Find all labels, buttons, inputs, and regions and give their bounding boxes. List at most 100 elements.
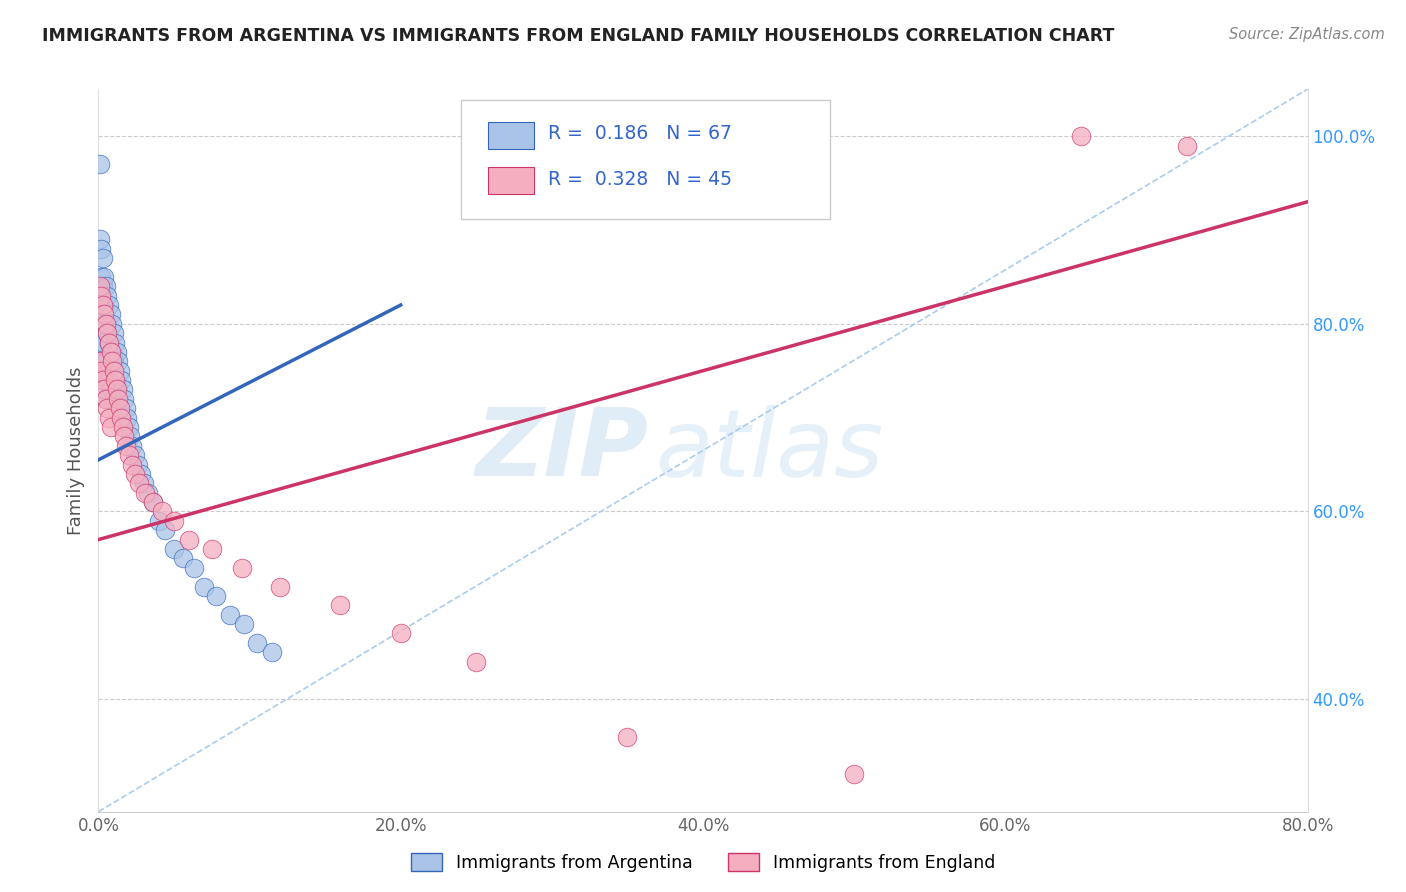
Text: R =  0.186   N = 67: R = 0.186 N = 67 xyxy=(548,125,733,144)
Bar xyxy=(488,167,534,194)
Point xyxy=(89,354,111,368)
Point xyxy=(110,410,132,425)
Text: ZIP: ZIP xyxy=(475,404,648,497)
Point xyxy=(105,383,128,397)
Point xyxy=(118,448,141,462)
Text: Source: ZipAtlas.com: Source: ZipAtlas.com xyxy=(1229,27,1385,42)
Point xyxy=(269,580,291,594)
Point xyxy=(98,298,121,312)
Point xyxy=(94,279,117,293)
Point xyxy=(101,345,124,359)
Point xyxy=(262,645,284,659)
Point xyxy=(172,551,194,566)
Point xyxy=(132,476,155,491)
Point xyxy=(104,373,127,387)
Point xyxy=(96,401,118,416)
Y-axis label: Family Households: Family Households xyxy=(66,367,84,534)
Point xyxy=(96,326,118,341)
Point xyxy=(101,383,124,397)
Point xyxy=(231,560,253,574)
Point xyxy=(93,383,115,397)
Bar xyxy=(488,121,534,149)
Point xyxy=(105,383,128,397)
Point xyxy=(389,626,412,640)
Point xyxy=(108,401,131,416)
Point xyxy=(179,533,201,547)
Point xyxy=(94,317,117,331)
Point xyxy=(90,269,112,284)
Point xyxy=(100,345,122,359)
Point xyxy=(103,326,125,341)
Point xyxy=(163,541,186,556)
Point xyxy=(110,373,132,387)
Point xyxy=(128,476,150,491)
Point xyxy=(124,448,146,462)
Point xyxy=(118,420,141,434)
Point xyxy=(111,420,134,434)
Point xyxy=(98,373,121,387)
Point xyxy=(96,288,118,302)
Point xyxy=(90,288,112,302)
Point xyxy=(142,495,165,509)
Point xyxy=(107,354,129,368)
Point xyxy=(100,383,122,397)
Point xyxy=(134,485,156,500)
Text: R =  0.328   N = 45: R = 0.328 N = 45 xyxy=(548,170,733,189)
Point xyxy=(91,383,114,397)
Point xyxy=(89,279,111,293)
Point xyxy=(94,354,117,368)
Point xyxy=(193,580,215,594)
Point xyxy=(127,458,149,472)
Point xyxy=(94,317,117,331)
Point xyxy=(104,373,127,387)
Point xyxy=(93,269,115,284)
Point xyxy=(465,655,488,669)
Point xyxy=(142,495,165,509)
Point xyxy=(98,335,121,350)
Point xyxy=(100,420,122,434)
Point xyxy=(246,636,269,650)
Point xyxy=(112,429,135,443)
Point xyxy=(89,354,111,368)
Point xyxy=(89,157,111,171)
Point xyxy=(89,288,111,302)
Point xyxy=(136,485,159,500)
Point xyxy=(844,767,866,781)
Text: atlas: atlas xyxy=(655,405,883,496)
Point xyxy=(129,467,152,481)
Point xyxy=(107,392,129,406)
Legend: Immigrants from Argentina, Immigrants from England: Immigrants from Argentina, Immigrants fr… xyxy=(404,847,1002,879)
Point xyxy=(1070,129,1092,144)
Point xyxy=(89,232,111,246)
Point xyxy=(153,523,176,537)
Point xyxy=(115,410,138,425)
Point xyxy=(148,514,170,528)
Point xyxy=(105,345,128,359)
Point xyxy=(124,467,146,481)
Point xyxy=(94,392,117,406)
Point xyxy=(93,298,115,312)
Point xyxy=(91,317,114,331)
Point xyxy=(616,730,638,744)
Point xyxy=(103,354,125,368)
FancyBboxPatch shape xyxy=(461,100,830,219)
Point xyxy=(101,354,124,368)
Point xyxy=(100,345,122,359)
Text: IMMIGRANTS FROM ARGENTINA VS IMMIGRANTS FROM ENGLAND FAMILY HOUSEHOLDS CORRELATI: IMMIGRANTS FROM ARGENTINA VS IMMIGRANTS … xyxy=(42,27,1115,45)
Point xyxy=(98,335,121,350)
Point xyxy=(93,364,115,378)
Point xyxy=(121,458,143,472)
Point xyxy=(98,410,121,425)
Point xyxy=(108,364,131,378)
Point xyxy=(91,298,114,312)
Point xyxy=(91,251,114,265)
Point xyxy=(183,560,205,574)
Point xyxy=(150,504,173,518)
Point xyxy=(114,439,136,453)
Point xyxy=(163,514,186,528)
Point xyxy=(93,335,115,350)
Point xyxy=(101,317,124,331)
Point xyxy=(120,429,142,443)
Point xyxy=(91,279,114,293)
Point xyxy=(114,401,136,416)
